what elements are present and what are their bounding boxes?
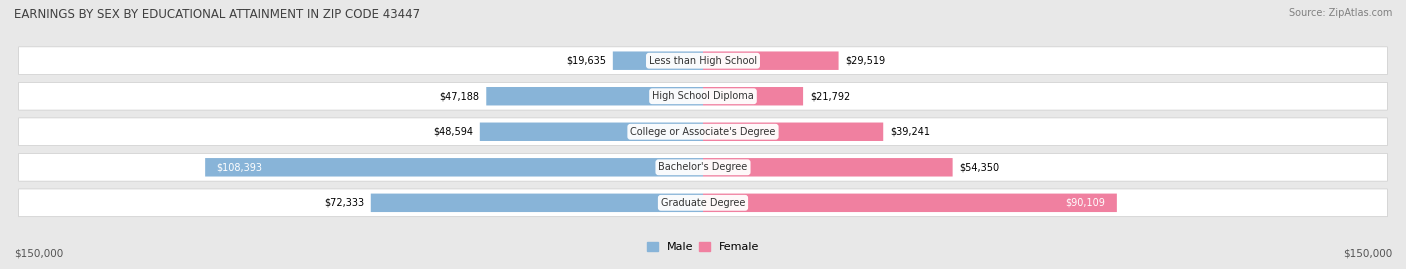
FancyBboxPatch shape: [486, 87, 703, 105]
Legend: Male, Female: Male, Female: [643, 237, 763, 256]
FancyBboxPatch shape: [371, 194, 703, 212]
Text: Less than High School: Less than High School: [650, 56, 756, 66]
FancyBboxPatch shape: [18, 82, 1388, 110]
Text: $39,241: $39,241: [890, 127, 931, 137]
Text: $48,594: $48,594: [433, 127, 472, 137]
Text: $90,109: $90,109: [1066, 198, 1105, 208]
FancyBboxPatch shape: [703, 194, 1116, 212]
Text: $72,333: $72,333: [323, 198, 364, 208]
FancyBboxPatch shape: [703, 87, 803, 105]
Text: $19,635: $19,635: [567, 56, 606, 66]
FancyBboxPatch shape: [205, 158, 703, 176]
FancyBboxPatch shape: [703, 158, 953, 176]
Text: Bachelor's Degree: Bachelor's Degree: [658, 162, 748, 172]
Text: $150,000: $150,000: [1343, 248, 1392, 258]
Text: $54,350: $54,350: [959, 162, 1000, 172]
FancyBboxPatch shape: [18, 153, 1388, 181]
FancyBboxPatch shape: [703, 122, 883, 141]
FancyBboxPatch shape: [18, 47, 1388, 75]
Text: $47,188: $47,188: [440, 91, 479, 101]
FancyBboxPatch shape: [613, 51, 703, 70]
Text: $150,000: $150,000: [14, 248, 63, 258]
FancyBboxPatch shape: [703, 51, 838, 70]
FancyBboxPatch shape: [18, 189, 1388, 217]
Text: $29,519: $29,519: [845, 56, 886, 66]
Text: College or Associate's Degree: College or Associate's Degree: [630, 127, 776, 137]
Text: High School Diploma: High School Diploma: [652, 91, 754, 101]
Text: $108,393: $108,393: [217, 162, 263, 172]
Text: Source: ZipAtlas.com: Source: ZipAtlas.com: [1288, 8, 1392, 18]
Text: Graduate Degree: Graduate Degree: [661, 198, 745, 208]
Text: $21,792: $21,792: [810, 91, 851, 101]
Text: EARNINGS BY SEX BY EDUCATIONAL ATTAINMENT IN ZIP CODE 43447: EARNINGS BY SEX BY EDUCATIONAL ATTAINMEN…: [14, 8, 420, 21]
FancyBboxPatch shape: [479, 122, 703, 141]
FancyBboxPatch shape: [18, 118, 1388, 146]
